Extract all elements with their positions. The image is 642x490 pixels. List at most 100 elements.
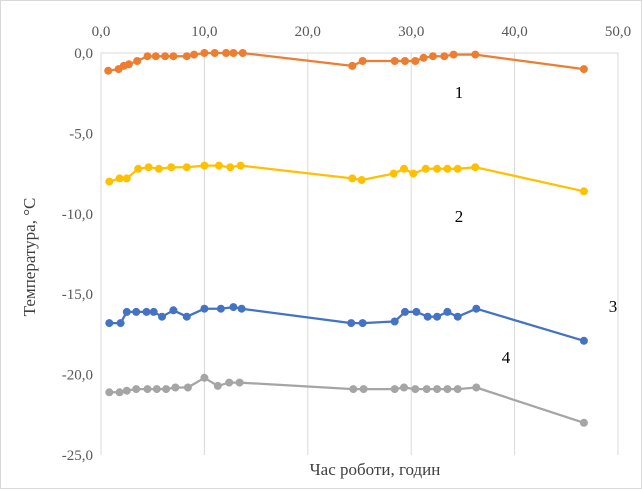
data-point: [143, 385, 152, 394]
data-point: [471, 50, 480, 59]
data-point: [115, 388, 124, 397]
data-point: [225, 378, 234, 387]
data-point: [200, 161, 209, 170]
series-label-3: 3: [609, 297, 618, 316]
data-point: [226, 163, 235, 172]
data-point: [472, 304, 481, 313]
data-point: [229, 303, 238, 312]
data-point: [182, 312, 191, 321]
series-label-layer: 1 2 3 4: [455, 83, 618, 367]
data-point: [222, 49, 231, 57]
data-point: [389, 169, 398, 178]
data-point: [171, 383, 180, 392]
data-point: [579, 418, 588, 427]
data-point: [200, 304, 209, 313]
data-point: [237, 304, 246, 313]
data-point: [433, 385, 442, 394]
data-point: [133, 57, 142, 65]
data-point: [122, 386, 131, 395]
data-point: [411, 57, 420, 65]
data-point: [390, 385, 399, 394]
data-point: [419, 53, 428, 62]
series-layer: [104, 49, 588, 427]
data-point: [433, 164, 442, 173]
data-point: [216, 304, 225, 313]
data-point: [421, 164, 430, 173]
data-point: [134, 164, 143, 173]
series-line-1: [108, 51, 585, 72]
data-point: [161, 52, 170, 61]
series-2: [105, 161, 588, 196]
data-point: [190, 50, 199, 59]
data-point: [449, 50, 458, 59]
data-point: [472, 383, 481, 392]
data-point: [149, 307, 158, 316]
grid-layer: [100, 52, 619, 455]
data-point: [132, 307, 141, 316]
data-point: [182, 52, 191, 61]
data-point: [183, 383, 192, 392]
data-point: [347, 319, 356, 328]
data-point: [167, 163, 176, 172]
data-point: [453, 312, 462, 321]
data-point: [453, 164, 462, 173]
data-point: [359, 385, 368, 394]
data-point: [115, 174, 124, 183]
data-point: [142, 307, 151, 316]
data-point: [122, 307, 131, 316]
series-line-3: [109, 305, 585, 342]
data-point: [105, 319, 114, 328]
data-point: [443, 164, 452, 173]
data-point: [358, 319, 367, 328]
data-point: [409, 169, 418, 178]
series-3: [105, 303, 588, 345]
data-point: [182, 163, 191, 172]
data-point: [411, 385, 420, 394]
data-point: [349, 385, 358, 394]
data-point: [579, 65, 588, 74]
data-point: [357, 176, 366, 184]
x-tick-label: 10,0: [191, 24, 217, 40]
data-point: [105, 388, 114, 397]
data-point: [236, 161, 245, 170]
data-point: [210, 49, 219, 57]
data-point: [213, 381, 222, 390]
data-point: [122, 174, 131, 183]
series-label-1: 1: [455, 83, 464, 102]
data-point: [132, 385, 141, 394]
y-tick-label: -5,0: [69, 126, 93, 142]
data-point: [151, 52, 160, 61]
data-point: [105, 177, 114, 186]
data-point: [116, 319, 125, 328]
series-label-2: 2: [455, 207, 464, 226]
data-point: [390, 317, 399, 326]
data-point: [214, 161, 223, 170]
series-line-2: [108, 164, 585, 193]
data-point: [158, 312, 166, 321]
tick-layer: 0,0 10,0 20,0 30,0 40,0 50,0 0,0 -5,0 -10,0 -15,0…: [62, 24, 631, 464]
data-point: [358, 57, 367, 65]
series-1: [104, 49, 588, 75]
data-point: [200, 49, 209, 57]
data-point: [235, 378, 244, 387]
data-point: [412, 307, 421, 316]
data-point: [443, 385, 452, 394]
data-point: [169, 306, 178, 315]
x-tick-label: 40,0: [501, 24, 527, 40]
series-4: [105, 373, 588, 427]
y-tick-label: 0,0: [74, 46, 93, 62]
data-point: [229, 49, 238, 57]
data-point: [238, 49, 247, 57]
y-tick-label: -25,0: [62, 448, 93, 464]
data-point: [144, 163, 153, 172]
data-point: [443, 307, 452, 316]
data-point: [401, 307, 409, 316]
series-line-4: [109, 376, 585, 424]
data-point: [348, 61, 357, 70]
data-point: [471, 163, 480, 172]
data-point: [390, 57, 399, 65]
data-point: [400, 383, 408, 392]
x-axis-title: Час роботи, годин: [310, 460, 441, 479]
data-point: [348, 174, 357, 183]
